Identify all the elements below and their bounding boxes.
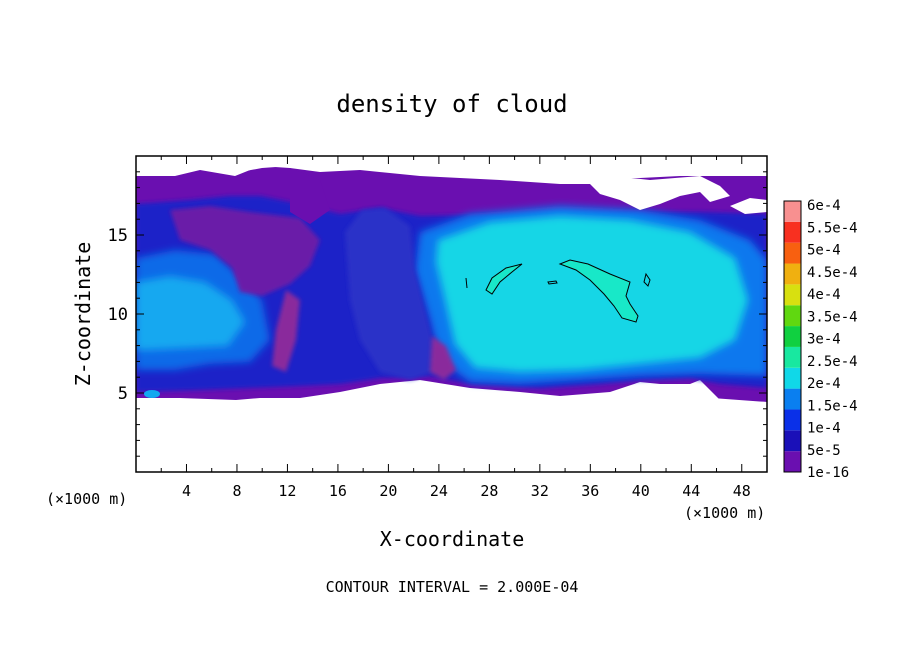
x-tick-label: 24 [430,482,448,500]
colorbar-label: 1e-16 [807,465,849,481]
x-tick-label: 8 [232,482,241,500]
y-tick-label: 5 [118,384,128,404]
x-tick-label: 16 [329,482,347,500]
colorbar-swatch [784,430,801,452]
plot-area [136,156,767,472]
colorbar-swatch [784,201,801,222]
contour-interval-note: CONTOUR INTERVAL = 2.000E-04 [326,578,579,596]
y-axis-ticks: 5 10 15 [108,171,767,457]
x-tick-label: 12 [278,482,296,500]
colorbar-swatch [784,305,801,327]
colorbar-label: 1e-4 [807,421,841,437]
colorbar-swatch [784,284,801,306]
x-unit-right: (×1000 m) [684,504,765,522]
colorbar-label: 1.5e-4 [807,398,858,414]
colorbar-frame [783,200,802,473]
colorbar-swatch [784,451,801,472]
colorbar-label: 5e-5 [807,443,841,459]
contour-line-5 [465,277,468,289]
top-gap-left [210,156,300,172]
x-tick-label: 32 [531,482,549,500]
top-gap-right-2 [730,198,767,214]
bottom-gap [136,384,767,472]
x-tick-label: 48 [733,482,751,500]
colorbar-swatch [784,326,801,347]
colorbar-swatch [784,242,801,264]
x-tick-label: 44 [682,482,700,500]
top-notch [290,168,330,224]
colorbar-label: 5e-4 [807,243,841,259]
plume-magenta-2 [430,336,456,380]
contour-line-2 [558,259,639,323]
x-tick-label: 28 [480,482,498,500]
small-blob [144,390,160,398]
plume-dark-left [170,206,320,296]
top-gap-right [590,176,730,210]
x-axis-label: X-coordinate [380,527,525,551]
x-tick-label: 36 [581,482,599,500]
colorbar-label: 4.5e-4 [807,265,858,281]
colorbar-label: 3.5e-4 [807,309,858,325]
chart-title: density of cloud [336,90,567,118]
x-unit-left: (×1000 m) [46,490,127,508]
colorbar-label: 6e-4 [807,198,841,214]
colorbar-label: 3e-4 [807,332,841,348]
y-axis-label: Z-coordinate [71,242,95,387]
contour-line-1 [485,263,523,295]
colorbar-label: 4e-4 [807,287,841,303]
colorbar-swatch [784,367,801,389]
contour-line-4 [547,280,558,285]
colorbar-swatch [784,221,801,243]
colorbar-label: 5.5e-4 [807,220,858,236]
colorbar: 1e-16 5e-5 1e-4 1.5e-4 2e-4 2.5e-4 3e-4 3.5e-4 4… [783,198,858,481]
colorbar-label: 2.5e-4 [807,354,858,370]
colorbar-swatch [784,388,801,410]
x-axis-ticks: 4 8 12 16 20 24 28 32 36 40 44 48 [160,156,751,500]
colorbar-swatch [784,346,801,368]
contour-line-3 [643,272,651,287]
y-tick-label: 15 [108,226,128,246]
x-tick-label: 20 [379,482,397,500]
colorbar-label: 2e-4 [807,376,841,392]
x-tick-label: 40 [632,482,650,500]
plume-mid [345,208,440,380]
y-tick-label: 10 [108,305,128,325]
x-tick-label: 4 [182,482,191,500]
cloud-right-core [436,216,748,372]
colorbar-swatch [784,263,801,285]
plume-magenta [272,290,300,372]
colorbar-swatch [784,409,801,431]
cloud-left-core [136,276,245,350]
